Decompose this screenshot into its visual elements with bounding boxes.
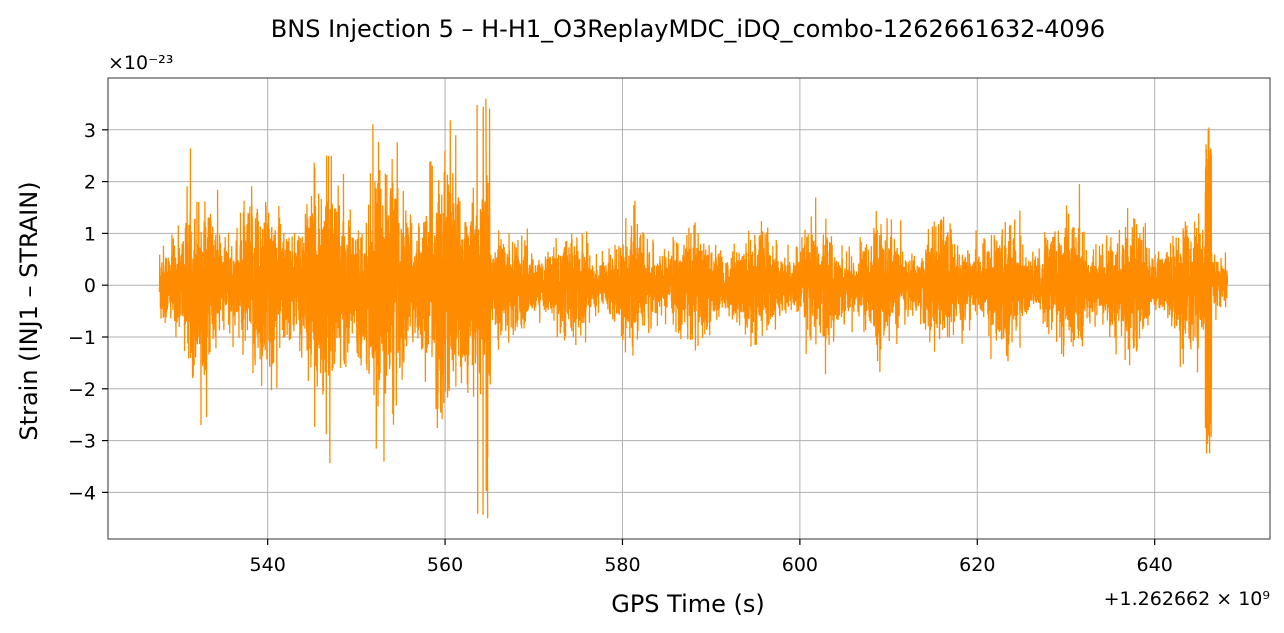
series-line (158, 98, 1229, 519)
y-axis: −4 −3 −2 −1 0 1 2 3 (68, 120, 108, 504)
y-tick-label: −4 (68, 482, 96, 504)
x-offset-label: +1.262662 × 10⁹ (1104, 588, 1270, 610)
y-tick-label: 0 (84, 275, 96, 297)
x-tick-label: 560 (427, 554, 463, 576)
y-tick-label: −3 (68, 431, 96, 453)
y-tick-label: 1 (84, 223, 96, 245)
y-axis-label: Strain (INJ1 – STRAIN) (15, 181, 43, 440)
plot-area (158, 98, 1229, 519)
plot-frame (107, 77, 1271, 540)
x-tick-label: 600 (782, 554, 818, 576)
y-scale-label: ×10⁻²³ (108, 52, 173, 74)
y-tick-label: −1 (68, 327, 96, 349)
chart-title: BNS Injection 5 – H-H1_O3ReplayMDC_iDQ_c… (271, 15, 1105, 43)
x-axis: 540 560 580 600 620 640 (250, 539, 1173, 576)
x-axis-label: GPS Time (s) (611, 590, 765, 618)
x-tick-label: 620 (959, 554, 995, 576)
y-tick-label: 2 (84, 172, 96, 194)
y-tick-label: −2 (68, 379, 96, 401)
x-tick-label: 640 (1137, 554, 1173, 576)
x-tick-label: 580 (604, 554, 640, 576)
x-tick-label: 540 (250, 554, 286, 576)
y-tick-label: 3 (84, 120, 96, 142)
